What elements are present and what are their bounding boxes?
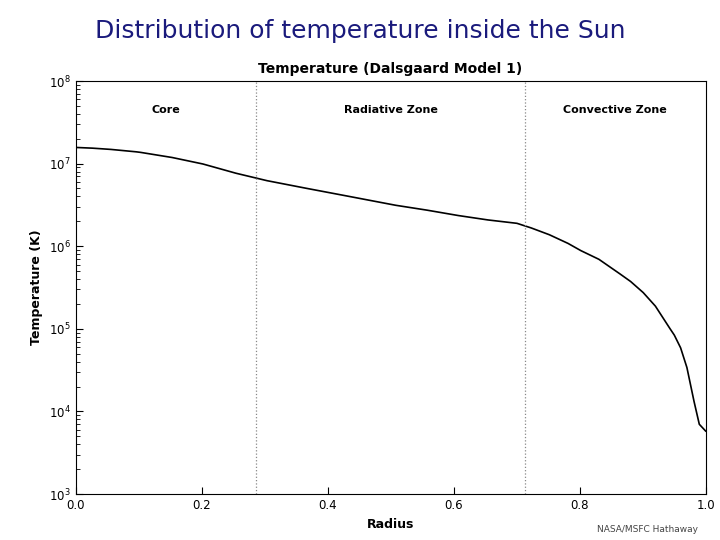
Text: Core: Core — [151, 105, 180, 114]
Y-axis label: Temperature (K): Temperature (K) — [30, 230, 43, 346]
Title: Temperature (Dalsgaard Model 1): Temperature (Dalsgaard Model 1) — [258, 62, 523, 76]
Text: Convective Zone: Convective Zone — [563, 105, 667, 114]
Text: NASA/MSFC Hathaway: NASA/MSFC Hathaway — [598, 524, 698, 534]
Text: Radiative Zone: Radiative Zone — [343, 105, 438, 114]
X-axis label: Radius: Radius — [367, 517, 414, 530]
Text: Distribution of temperature inside the Sun: Distribution of temperature inside the S… — [95, 19, 625, 43]
